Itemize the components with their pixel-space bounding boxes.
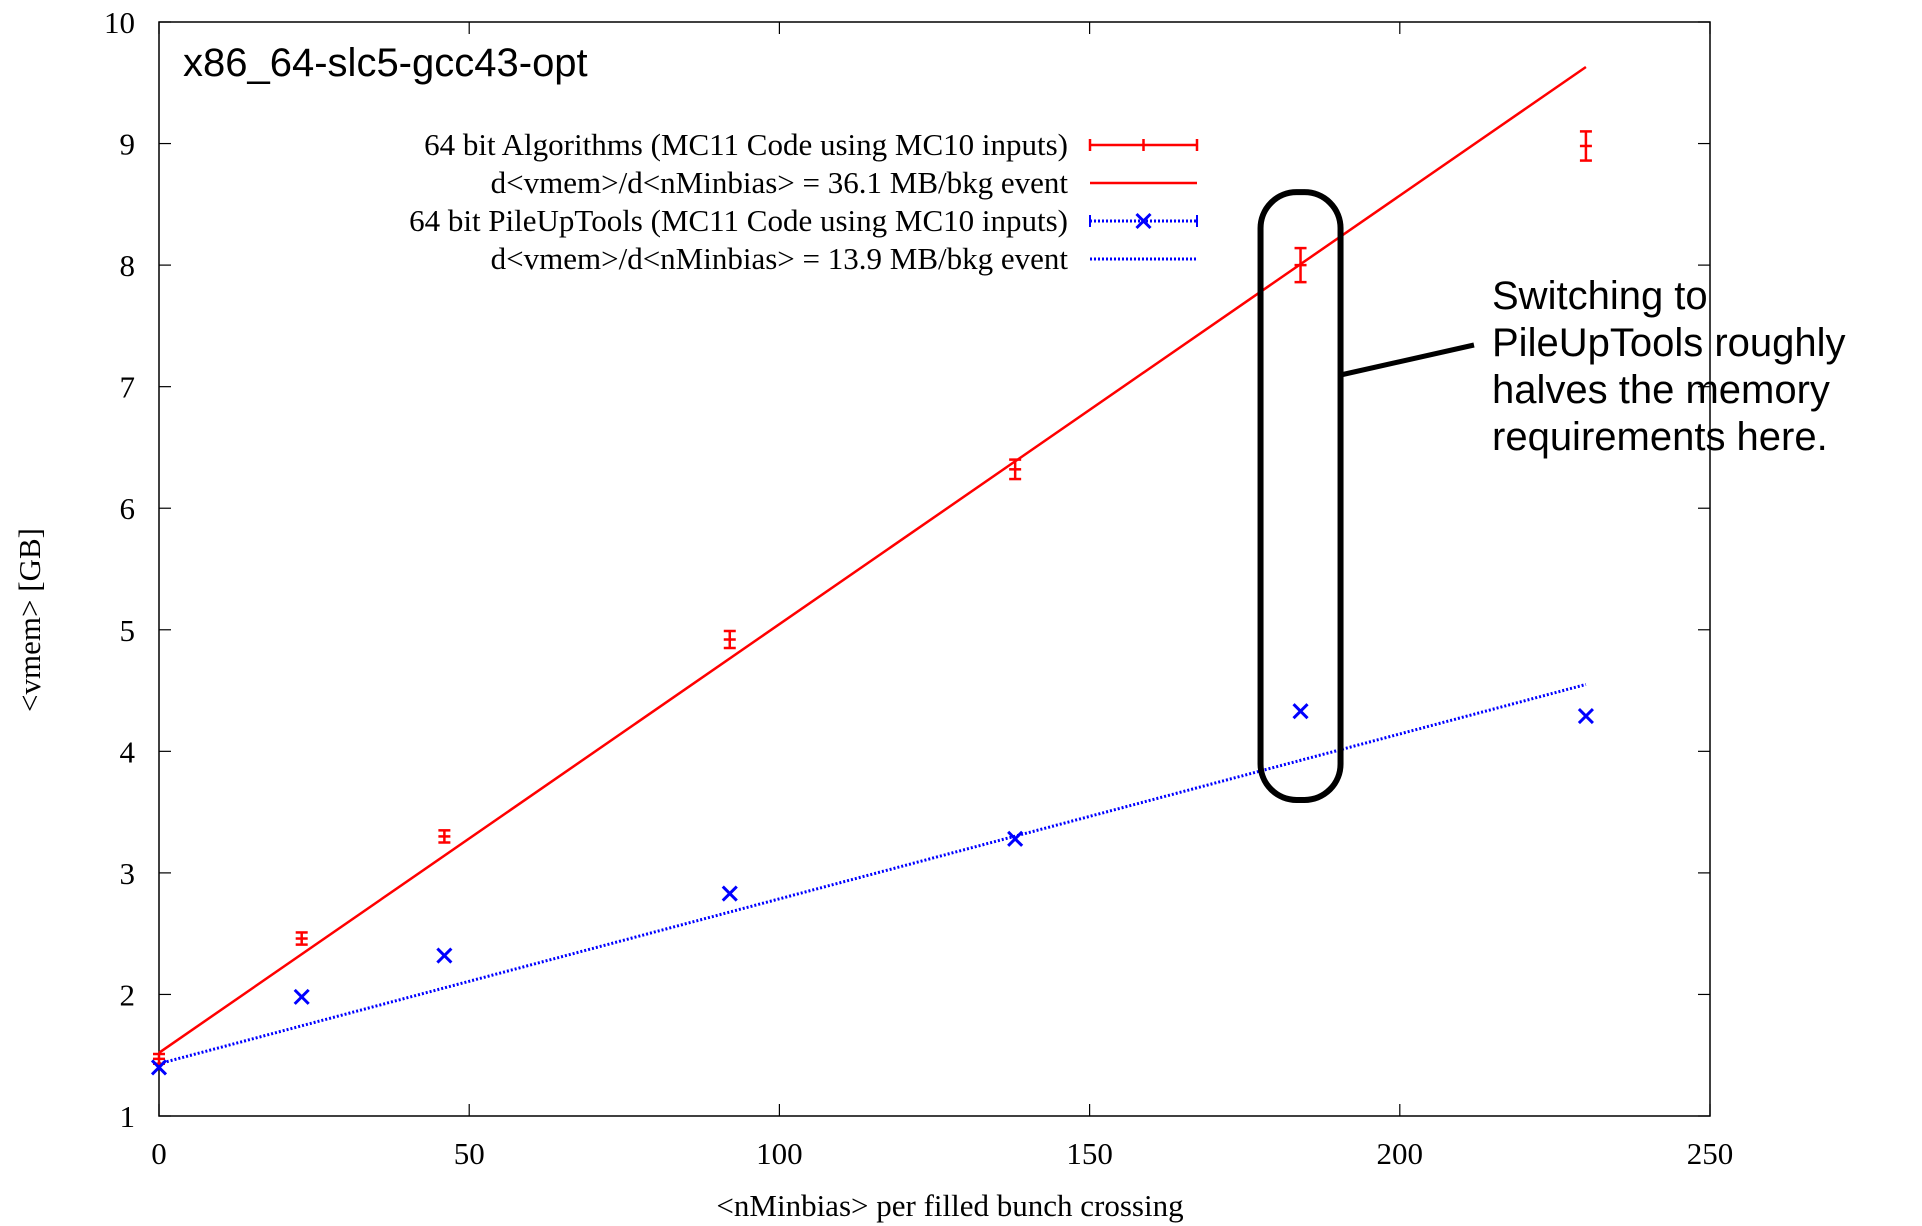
annotation-line-3: requirements here.	[1492, 415, 1828, 459]
data-point-1	[150, 1059, 168, 1076]
data-point-0	[723, 629, 736, 650]
x-tick-label: 100	[756, 1136, 803, 1171]
legend-label-2: 64 bit PileUpTools (MC11 Code using MC10…	[409, 203, 1068, 238]
fit-line-0	[158, 65, 1587, 1054]
legend-label-1: d<vmem>/d<nMinbias> = 36.1 MB/bkg event	[491, 165, 1069, 200]
annotation-line-2: halves the memory	[1492, 368, 1830, 412]
data-point-1	[1007, 830, 1024, 847]
y-tick-label: 5	[120, 613, 136, 648]
data-point-0	[1009, 458, 1022, 481]
data-point-0	[295, 931, 308, 946]
data-point-0	[438, 829, 451, 844]
callout-pointer-line	[1339, 342, 1475, 378]
x-marker-stroke	[150, 1059, 168, 1076]
data-point-0	[1579, 130, 1592, 162]
x-marker-stroke	[721, 885, 738, 902]
legend-label-3: d<vmem>/d<nMinbias> = 13.9 MB/bkg event	[491, 241, 1069, 276]
platform-label: x86_64-slc5-gcc43-opt	[183, 41, 588, 85]
x-tick-label: 250	[1687, 1136, 1734, 1171]
data-point-1	[293, 988, 310, 1005]
annotation-line-1: PileUpTools roughly	[1492, 321, 1846, 365]
y-tick-label: 9	[120, 127, 136, 162]
data-point-0	[1294, 246, 1307, 284]
y-tick-label: 7	[120, 370, 136, 405]
x-tick-label: 200	[1377, 1136, 1424, 1171]
x-marker-stroke	[1292, 703, 1309, 720]
data-points	[150, 130, 1594, 1076]
x-axis-label: <nMinbias> per filled bunch crossing	[716, 1188, 1183, 1223]
fit-line-1	[158, 683, 1587, 1066]
x-marker-stroke	[1577, 708, 1594, 725]
fit-lines	[158, 65, 1587, 1066]
y-tick-label: 6	[120, 491, 136, 526]
y-tick-label: 10	[104, 5, 135, 40]
x-tick-label: 0	[151, 1136, 167, 1171]
y-tick-label: 8	[120, 248, 136, 283]
y-tick-label: 4	[120, 734, 136, 769]
plot-frame	[158, 21, 1711, 1117]
y-axis-label: <vmem> [GB]	[12, 528, 47, 712]
data-point-1	[1292, 703, 1309, 720]
axis-ticks: 0 50 100 150 200 250 1 2 3 4 5 6 7 8 9 10	[104, 5, 1733, 1171]
y-tick-label: 1	[120, 1099, 136, 1134]
x-tick-label: 50	[454, 1136, 485, 1171]
legend-swatch-marker	[1135, 212, 1152, 230]
legend: 64 bit Algorithms (MC11 Code using MC10 …	[409, 127, 1199, 276]
y-tick-label: 3	[120, 856, 136, 891]
highlight-callout-box	[1257, 189, 1344, 803]
data-point-1	[436, 947, 453, 964]
x-marker-stroke	[1007, 830, 1024, 847]
x-tick-label: 150	[1066, 1136, 1113, 1171]
legend-label-0: 64 bit Algorithms (MC11 Code using MC10 …	[424, 127, 1068, 162]
data-point-1	[1577, 708, 1594, 725]
data-point-1	[721, 885, 738, 902]
x-marker-stroke	[436, 947, 453, 964]
x-marker-stroke	[293, 988, 310, 1005]
plot-area-border	[158, 21, 1711, 1117]
annotation-line-0: Switching to	[1492, 274, 1708, 318]
y-tick-label: 2	[120, 977, 136, 1012]
